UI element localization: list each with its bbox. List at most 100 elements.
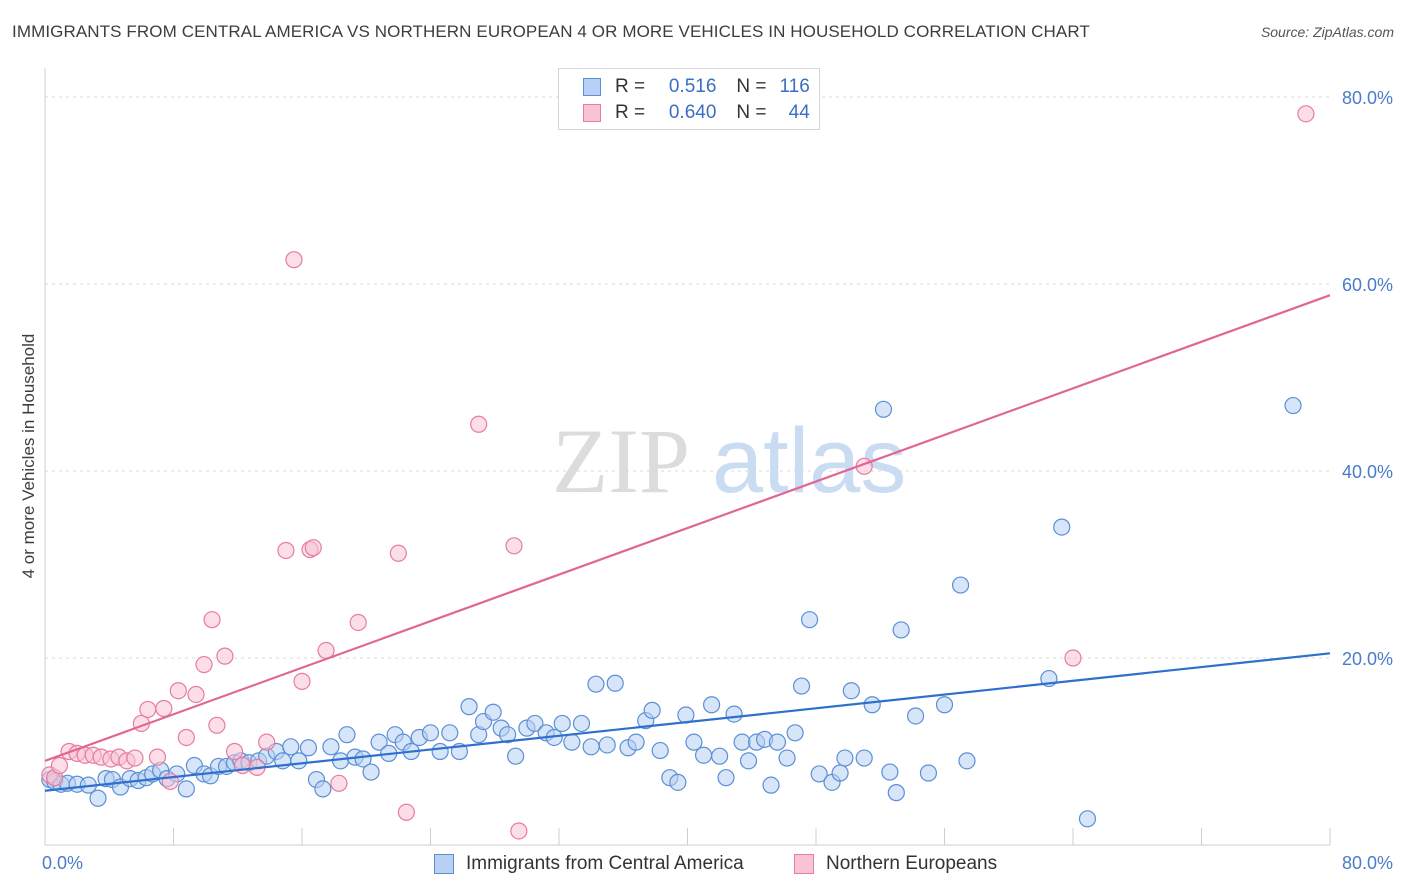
y-tick-label: 20.0%: [1342, 649, 1393, 669]
series-swatch-blue: [434, 854, 454, 874]
data-points: [41, 105, 1315, 840]
central-america-point: [881, 763, 899, 781]
chart-title: IMMIGRANTS FROM CENTRAL AMERICA VS NORTH…: [12, 22, 1090, 41]
legend-swatch-pink: [583, 104, 601, 122]
central-america-point: [282, 738, 300, 756]
legend-row-central-america: R = 0.516 N = 116: [583, 75, 810, 99]
northern-europeans-point: [187, 685, 205, 704]
central-america-point: [702, 696, 721, 714]
legend-r-label: R =: [615, 102, 646, 123]
central-america-point: [951, 576, 970, 594]
legend-r-value: 0.516: [668, 76, 717, 97]
central-america-point: [1078, 810, 1097, 828]
central-america-point: [874, 400, 893, 418]
central-america-point: [906, 707, 925, 725]
central-america-point: [725, 705, 743, 723]
northern-europeans-point: [285, 251, 303, 269]
central-america-point: [669, 773, 687, 791]
central-america-point: [338, 726, 356, 744]
grid-lines: [45, 96, 1330, 659]
tick-labels: 20.0% 40.0% 60.0% 80.0% 0.0% 80.0%: [42, 88, 1393, 873]
central-america-point: [370, 733, 388, 751]
central-america-point: [694, 746, 713, 764]
northern-europeans-point: [155, 699, 173, 718]
central-america-point: [786, 724, 804, 742]
legend-n-label: N =: [736, 102, 767, 123]
central-america-point: [800, 611, 819, 629]
northern-europeans-point: [203, 611, 221, 629]
central-america-point: [762, 776, 780, 794]
northern-europeans-point: [470, 415, 488, 433]
central-america-point: [89, 789, 107, 807]
central-america-point: [627, 733, 645, 751]
legend-n-value: 44: [788, 102, 810, 123]
central-america-point: [484, 703, 502, 721]
central-america-point: [643, 701, 661, 719]
series-swatch-pink: [794, 854, 814, 874]
x-tick-label: 80.0%: [1342, 853, 1393, 873]
central-america-point: [314, 780, 332, 798]
legend-n-label: N =: [736, 76, 767, 97]
y-tick-label: 40.0%: [1342, 462, 1393, 482]
legend-row-northern-europeans: R = 0.640 N = 44: [583, 101, 810, 125]
central-america-point: [1284, 396, 1302, 415]
legend-r-value: 0.640: [668, 102, 717, 123]
northern-europeans-point: [126, 749, 144, 767]
northern-europeans-point: [195, 655, 213, 674]
northern-europeans-point: [330, 774, 348, 792]
axes: [44, 68, 1331, 846]
central-america-point: [685, 733, 703, 751]
northern-europeans-point: [510, 822, 528, 840]
central-america-point: [526, 714, 544, 733]
central-america-point: [651, 741, 669, 760]
northern-europeans-point: [293, 672, 311, 690]
central-america-point: [717, 769, 735, 787]
central-america-point: [739, 752, 758, 770]
northern-europeans-point: [169, 682, 187, 700]
northern-europeans-point: [277, 541, 295, 560]
central-america-point: [919, 764, 938, 782]
central-america-point: [177, 780, 195, 798]
central-america-point: [460, 698, 478, 716]
central-america-point: [507, 747, 525, 765]
central-america-point: [606, 674, 624, 692]
x-tick-label: 0.0%: [42, 853, 83, 873]
central-america-point: [810, 765, 828, 783]
central-america-point: [792, 677, 811, 695]
central-america-point: [362, 763, 380, 781]
central-america-point: [572, 714, 591, 733]
watermark-atlas: atlas: [712, 410, 906, 512]
central-america-point: [322, 738, 340, 756]
legend-swatch-blue: [583, 78, 601, 96]
northern-europeans-point: [1064, 649, 1082, 667]
northern-europeans-point: [389, 544, 407, 562]
northern-europeans-point: [258, 733, 276, 751]
central-america-point: [887, 784, 905, 802]
central-america-point: [733, 733, 751, 751]
y-tick-label: 60.0%: [1342, 275, 1393, 295]
series-label-northern-europeans: Northern Europeans: [826, 853, 998, 874]
series-legend-central-america: Immigrants from Central America: [434, 852, 744, 876]
northern-europeans-point: [139, 700, 157, 719]
central-america-point: [892, 621, 910, 639]
central-america-point: [855, 749, 873, 767]
northern-europeans-point: [216, 647, 234, 665]
y-axis-label: 4 or more Vehicles in Household: [19, 334, 38, 579]
central-america-point: [711, 747, 729, 765]
y-tick-label: 80.0%: [1342, 88, 1393, 108]
watermark: ZIP atlas: [552, 410, 906, 512]
central-america-point: [598, 736, 616, 754]
northern-europeans-point: [148, 748, 167, 766]
central-america-point: [563, 733, 581, 751]
central-america-point: [441, 724, 459, 742]
trend-lines: [44, 294, 1331, 792]
central-america-point: [1053, 518, 1071, 536]
northern-europeans-point: [349, 613, 367, 632]
legend-n-value: 116: [779, 76, 810, 97]
northern-europeans-trend-line: [44, 294, 1331, 762]
central-america-point: [299, 739, 318, 757]
central-america-point: [842, 682, 860, 700]
northern-europeans-point: [1297, 105, 1315, 123]
chart-source: Source: ZipAtlas.com: [1260, 24, 1394, 40]
